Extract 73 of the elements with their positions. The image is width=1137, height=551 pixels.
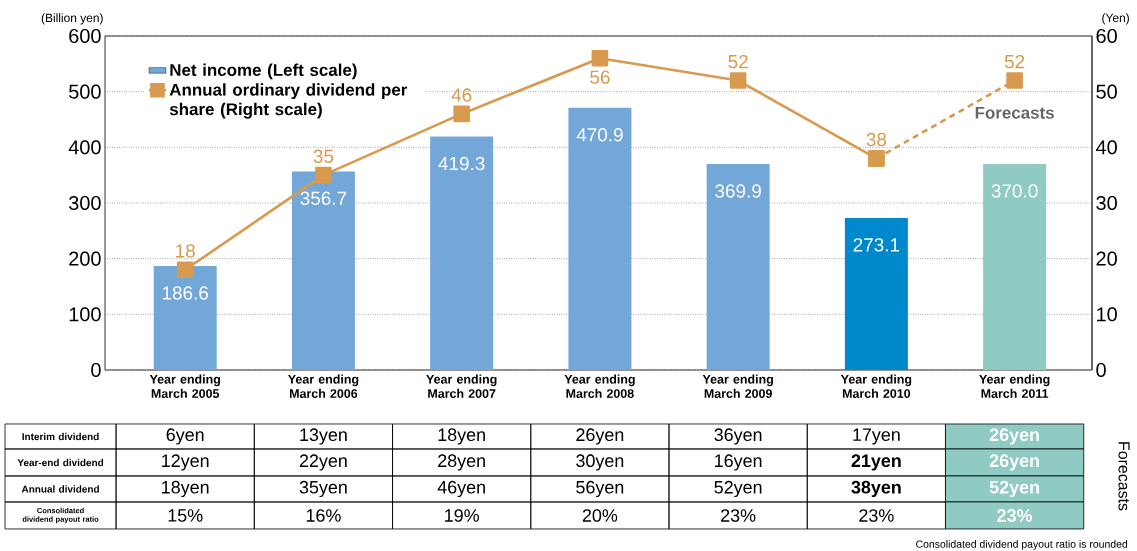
legend-label: Net income (Left scale) — [170, 63, 357, 80]
text: 26yen — [989, 428, 1039, 445]
data-label: 35 — [313, 149, 334, 163]
x-tick-label: Year ending March 2008 — [564, 374, 635, 398]
data-label: 470.9 — [576, 128, 623, 142]
y-tick-label: 600 — [69, 28, 101, 44]
data-label: 52 — [728, 54, 748, 69]
text: 28yen — [438, 454, 485, 471]
y2-tick-label: 20 — [1096, 251, 1117, 266]
text: 23% — [997, 509, 1033, 522]
x-tick-label: Year ending March 2009 — [702, 374, 773, 398]
y-tick-label: 500 — [69, 84, 101, 99]
text: 13yen — [300, 428, 347, 445]
x-tick-label: Year ending March 2007 — [426, 374, 497, 398]
text: Annual dividend — [21, 485, 99, 493]
text: 15% — [168, 509, 203, 522]
text: 26yen — [576, 428, 624, 445]
y2-tick-label: 30 — [1096, 195, 1117, 211]
legend-label: Annual ordinary dividend per share (Right scale) — [169, 83, 408, 119]
y2-tick-label: 10 — [1097, 307, 1117, 322]
data-label: 356.7 — [300, 191, 347, 206]
x-tick-label: Year ending March 2006 — [288, 374, 359, 398]
y2-tick-label: 60 — [1096, 28, 1117, 44]
data-label: 273.1 — [853, 238, 900, 252]
text: 23% — [859, 509, 894, 522]
y2-axis-title: (Yen) — [1102, 13, 1129, 25]
text: 52yen — [989, 480, 1039, 498]
text: 30yen — [576, 454, 624, 471]
data-label: 369.9 — [715, 184, 761, 198]
text: 16yen — [715, 454, 762, 471]
text: 21yen — [851, 454, 901, 471]
text: 6yen — [166, 428, 204, 445]
y-tick-label: 100 — [69, 307, 101, 322]
text: 35yen — [299, 480, 347, 498]
y-tick-label: 300 — [69, 195, 101, 211]
text: Forecasts — [1118, 442, 1130, 511]
y-tick-label: 400 — [68, 140, 101, 155]
text: 16% — [306, 509, 341, 522]
x-tick-label: Year ending March 2011 — [979, 374, 1050, 398]
text: 19% — [445, 509, 479, 522]
text: 36yen — [714, 428, 762, 445]
text: Interim dividend — [22, 432, 99, 441]
data-label: 52 — [1004, 54, 1025, 69]
x-tick-label: Year ending March 2010 — [840, 374, 912, 398]
text: 56yen — [576, 480, 624, 498]
text: 20% — [582, 509, 618, 522]
text: 12yen — [162, 454, 209, 471]
data-label: 186.6 — [162, 286, 209, 300]
text: 26yen — [989, 454, 1039, 471]
text: 18yen — [438, 428, 485, 445]
data-label: 419.3 — [438, 156, 485, 171]
y-tick-label: 200 — [69, 251, 101, 266]
y-axis-title: (Billion yen) — [41, 13, 103, 25]
text: 23% — [721, 509, 756, 522]
data-label: 46 — [451, 88, 472, 102]
text: 22yen — [299, 454, 347, 471]
data-label: 18 — [176, 244, 195, 258]
text: Year-end dividend — [17, 458, 104, 467]
y2-tick-label: 0 — [1096, 362, 1106, 378]
text: 38yen — [851, 480, 901, 498]
x-tick-label: Year ending March 2005 — [149, 374, 220, 398]
y-tick-label: 0 — [91, 362, 101, 378]
text: 18yen — [162, 480, 209, 498]
y2-tick-label: 40 — [1095, 140, 1117, 155]
text: 46yen — [437, 480, 485, 498]
data-label: 370.0 — [991, 184, 1038, 198]
text: 52yen — [714, 480, 762, 498]
text: 17yen — [853, 428, 900, 445]
data-label: 38 — [866, 132, 887, 147]
y2-tick-label: 50 — [1096, 84, 1117, 99]
annotation: Forecasts — [975, 106, 1054, 119]
data-label: 56 — [590, 70, 610, 84]
text: Consolidated dividend payout ratio is rounded — [916, 540, 1128, 550]
